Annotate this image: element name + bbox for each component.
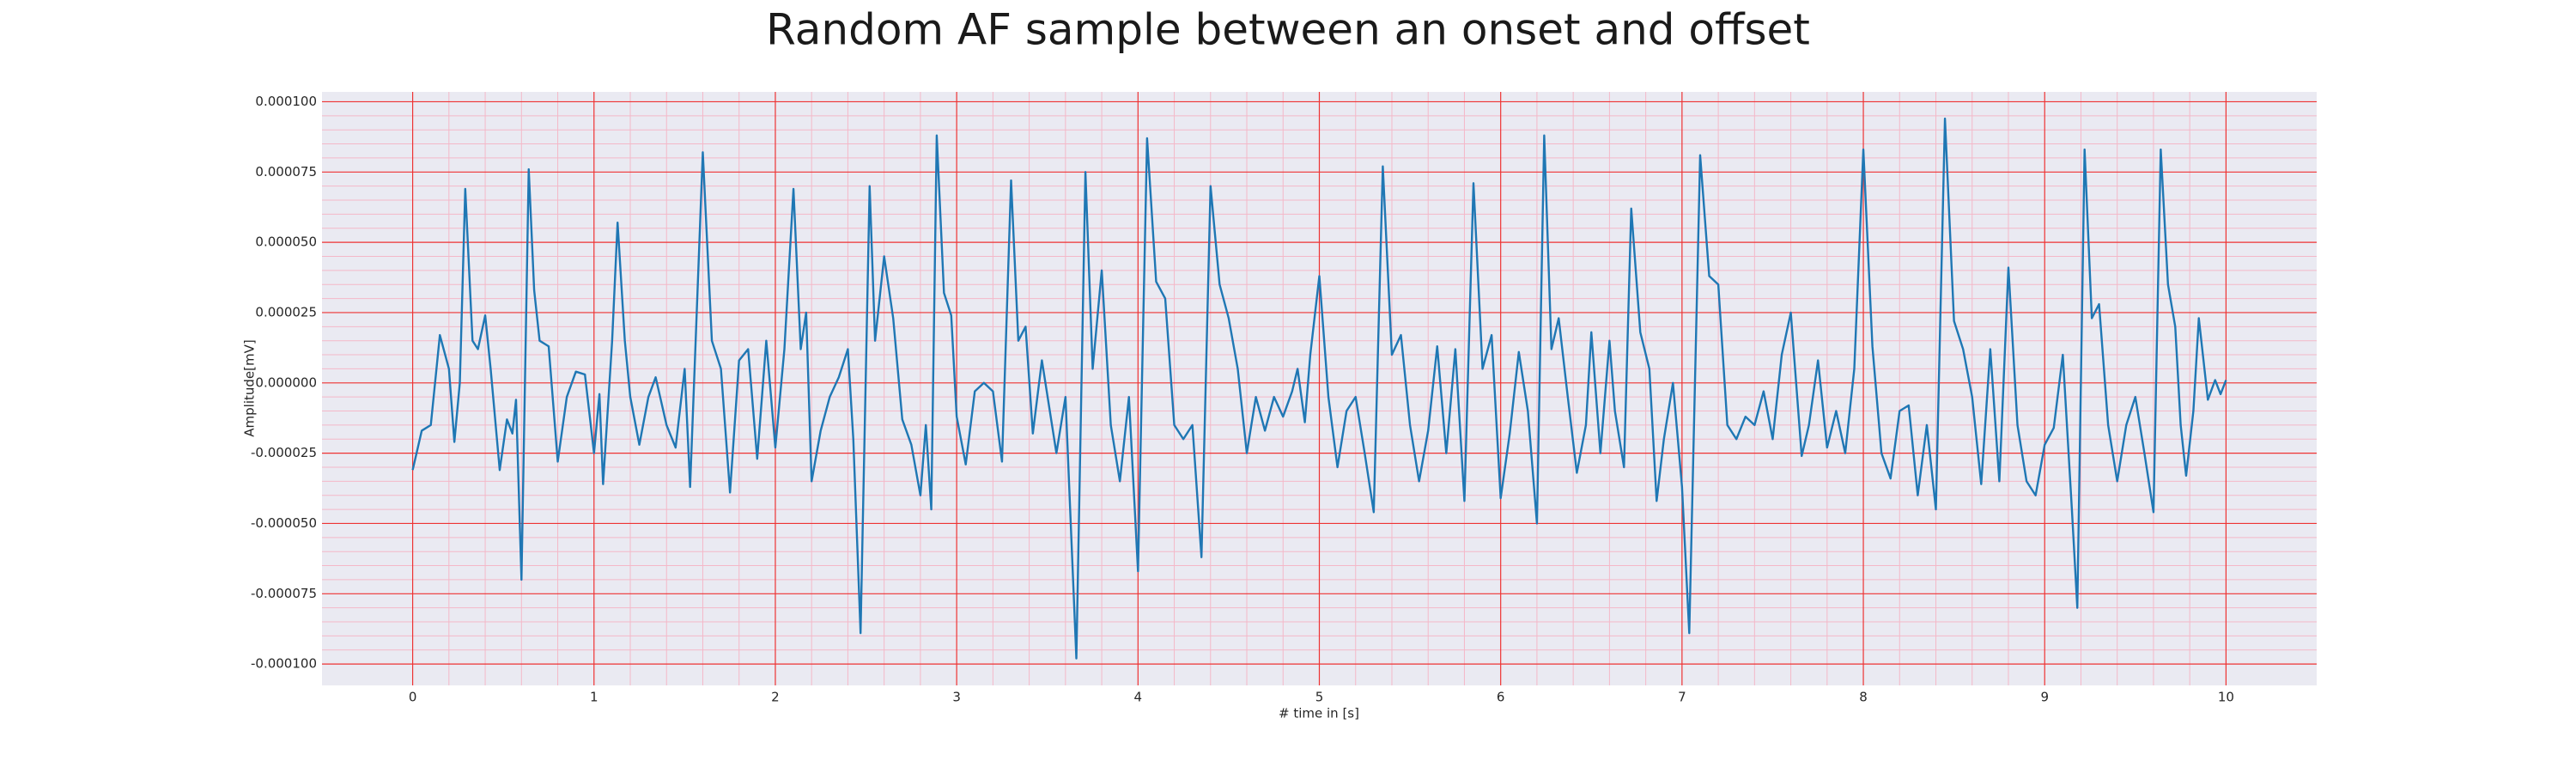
x-tick-label: 0 — [409, 690, 417, 705]
x-tick-label: 3 — [952, 690, 961, 705]
y-axis-label: Amplitude[mV] — [242, 339, 258, 436]
x-tick-label: 7 — [1678, 690, 1686, 705]
x-tick-label: 1 — [590, 690, 598, 705]
x-tick-label: 2 — [771, 690, 780, 705]
y-tick-label: -0.000100 — [251, 656, 317, 672]
y-tick-label: 0.000025 — [255, 304, 317, 320]
y-tick-label: -0.000050 — [251, 515, 317, 531]
y-tick-label: 0.000000 — [255, 374, 317, 390]
x-tick-label: 8 — [1859, 690, 1868, 705]
chart-title: Random AF sample between an onset and of… — [766, 5, 1810, 55]
x-tick-label: 10 — [2218, 690, 2234, 705]
y-tick-label: 0.000100 — [255, 94, 317, 109]
y-tick-label: 0.000050 — [255, 234, 317, 250]
x-tick-label: 6 — [1497, 690, 1505, 705]
x-axis-label: # time in [s] — [1279, 706, 1359, 721]
x-tick-label: 4 — [1134, 690, 1143, 705]
y-tick-label: -0.000075 — [251, 586, 317, 601]
x-tick-label: 5 — [1315, 690, 1324, 705]
signal-line — [411, 117, 2227, 660]
y-tick-label: -0.000025 — [251, 445, 317, 460]
x-tick-label: 9 — [2040, 690, 2049, 705]
y-tick-label: 0.000075 — [255, 164, 317, 180]
